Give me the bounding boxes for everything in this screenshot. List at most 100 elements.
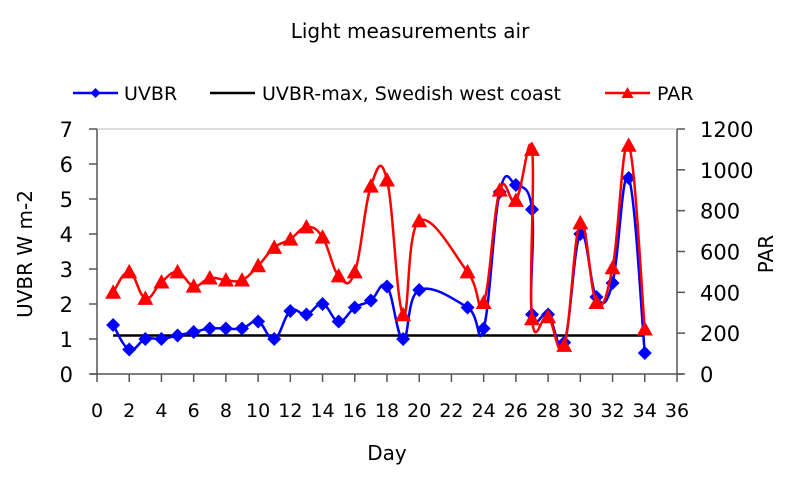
y-tick-label: 5 bbox=[60, 188, 73, 212]
plot-area bbox=[105, 137, 653, 360]
data-point-par bbox=[507, 192, 524, 207]
x-tick-label: 20 bbox=[407, 400, 431, 422]
data-point-uvbr bbox=[218, 321, 233, 336]
data-point-par bbox=[105, 284, 122, 299]
legend: UVBR UVBR-max, Swedish west coast PAR bbox=[73, 83, 693, 105]
data-point-uvbr bbox=[186, 325, 201, 339]
data-point-par bbox=[604, 259, 621, 275]
y2-tick-label: 0 bbox=[700, 363, 713, 387]
data-point-uvbr bbox=[202, 321, 217, 336]
x-tick-label: 22 bbox=[439, 400, 463, 422]
data-point-par bbox=[540, 308, 557, 324]
y2-tick-label: 800 bbox=[700, 200, 740, 224]
x-tick-label: 32 bbox=[600, 400, 624, 422]
data-point-uvbr bbox=[380, 279, 394, 294]
y-axis-label: UVBR W m-2 bbox=[13, 190, 37, 318]
data-point-par bbox=[395, 306, 412, 322]
x-tick-label: 2 bbox=[123, 400, 135, 422]
data-point-par bbox=[556, 337, 573, 352]
y-tick-label: 1 bbox=[60, 328, 73, 352]
x-tick-label: 36 bbox=[665, 400, 689, 422]
data-point-uvbr bbox=[363, 293, 378, 308]
data-point-par bbox=[250, 257, 267, 273]
legend-label-uvbr: UVBR bbox=[124, 83, 177, 105]
data-point-uvbr bbox=[251, 314, 266, 329]
x-tick-label: 28 bbox=[536, 400, 560, 422]
data-point-uvbr bbox=[396, 332, 411, 346]
x-tick-label: 12 bbox=[278, 400, 302, 422]
y-tick-label: 4 bbox=[60, 223, 73, 247]
data-point-par bbox=[524, 310, 540, 326]
data-point-par bbox=[620, 137, 637, 152]
x-tick-label: 4 bbox=[155, 400, 167, 422]
data-point-uvbr bbox=[235, 321, 249, 336]
data-point-uvbr bbox=[138, 332, 153, 346]
data-point-par bbox=[475, 294, 492, 309]
data-point-par bbox=[217, 272, 234, 287]
legend-label-uvbr-max-swedish-west-coast: UVBR-max, Swedish west coast bbox=[262, 83, 561, 105]
data-point-uvbr bbox=[122, 342, 137, 357]
data-point-par bbox=[572, 214, 589, 230]
y-tick-label: 7 bbox=[60, 118, 73, 142]
x-tick-label: 14 bbox=[310, 400, 334, 422]
y-tick-label: 2 bbox=[60, 293, 73, 317]
data-point-par bbox=[153, 274, 170, 289]
x-tick-label: 0 bbox=[91, 400, 103, 422]
data-point-par bbox=[411, 212, 428, 228]
data-point-par bbox=[491, 182, 508, 197]
x-tick-label: 30 bbox=[568, 400, 592, 422]
y2-tick-label: 600 bbox=[700, 241, 740, 265]
x-tick-label: 26 bbox=[504, 400, 528, 422]
data-point-par bbox=[169, 263, 186, 279]
data-point-uvbr bbox=[315, 297, 330, 311]
data-point-par bbox=[185, 278, 202, 293]
y-tick-label: 3 bbox=[60, 258, 73, 282]
data-point-par bbox=[314, 229, 331, 244]
data-point-par bbox=[201, 270, 218, 285]
data-point-uvbr bbox=[154, 332, 169, 346]
data-point-par bbox=[330, 268, 347, 283]
x-tick-label: 24 bbox=[472, 400, 496, 422]
data-point-uvbr bbox=[476, 321, 491, 336]
data-point-par bbox=[379, 172, 395, 187]
y2-tick-label: 1200 bbox=[700, 118, 753, 142]
x-axis-label: Day bbox=[367, 441, 407, 465]
x-tick-label: 6 bbox=[188, 400, 200, 422]
y2-tick-label: 1000 bbox=[700, 159, 753, 183]
data-point-uvbr bbox=[170, 328, 185, 343]
x-tick-label: 16 bbox=[343, 400, 367, 422]
legend-label-par: PAR bbox=[657, 83, 693, 105]
data-point-par bbox=[298, 219, 315, 234]
data-point-par bbox=[459, 263, 476, 279]
y-tick-label: 6 bbox=[60, 153, 73, 177]
x-tick-label: 34 bbox=[633, 400, 657, 422]
legend-marker-uvbr bbox=[90, 88, 101, 98]
data-point-uvbr bbox=[106, 318, 121, 332]
data-point-par bbox=[234, 272, 250, 287]
y-tick-label: 0 bbox=[60, 363, 73, 387]
data-point-par bbox=[588, 294, 605, 309]
data-point-uvbr bbox=[299, 307, 314, 322]
data-point-par bbox=[266, 239, 283, 254]
axes: 0 2 4 6 8 10 12 14 16 18 20 22 24 26 28 30 32 34 360123456… bbox=[60, 118, 754, 422]
x-tick-label: 8 bbox=[220, 400, 232, 422]
data-point-par bbox=[636, 321, 653, 336]
data-point-uvbr bbox=[283, 304, 298, 318]
data-point-uvbr bbox=[637, 346, 652, 360]
data-point-uvbr bbox=[267, 332, 282, 346]
y2-tick-label: 400 bbox=[700, 281, 740, 305]
data-point-uvbr bbox=[331, 314, 346, 329]
series-line-par bbox=[112, 143, 647, 352]
data-point-par bbox=[362, 178, 379, 193]
data-point-par bbox=[524, 141, 540, 156]
x-tick-label: 18 bbox=[375, 400, 399, 422]
data-point-uvbr bbox=[460, 300, 475, 315]
data-point-par bbox=[137, 290, 154, 305]
data-point-par bbox=[121, 263, 138, 279]
data-point-uvbr bbox=[412, 283, 427, 297]
y2-tick-label: 200 bbox=[700, 322, 740, 346]
y2-axis-label: PAR bbox=[754, 235, 778, 273]
chart-title: Light measurements air bbox=[291, 19, 530, 43]
data-point-par bbox=[282, 231, 299, 246]
